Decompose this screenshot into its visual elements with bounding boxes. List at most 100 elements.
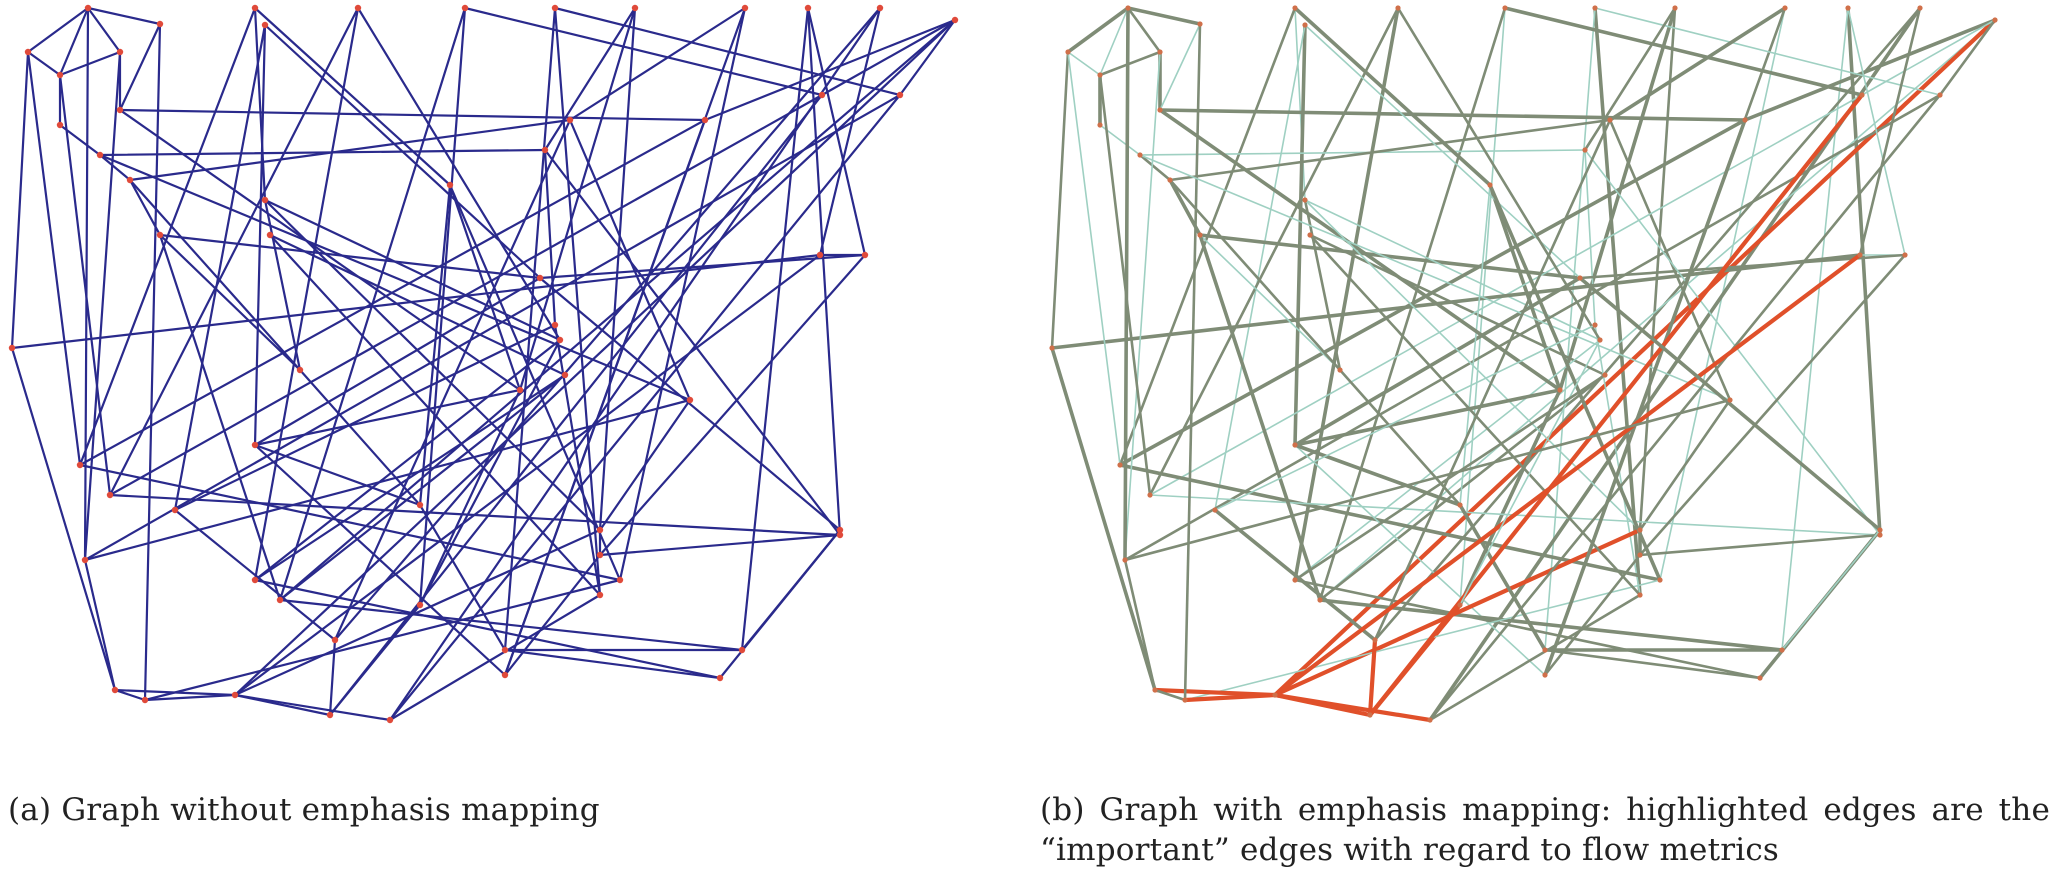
graph-edge <box>253 276 542 447</box>
graph-edge <box>1050 253 1862 350</box>
graph-node <box>501 646 509 654</box>
graph-node <box>261 21 269 29</box>
graph-edge <box>1847 7 1906 256</box>
graph-node <box>551 4 559 12</box>
graph-edge <box>1308 233 1642 597</box>
graph-edge <box>388 593 602 722</box>
graph-edge <box>143 693 237 702</box>
graph-node <box>1592 5 1598 11</box>
graph-edge <box>158 233 282 602</box>
graph-node <box>116 106 124 114</box>
graph-edge <box>173 508 337 642</box>
graph-edge <box>158 233 542 280</box>
graph-edge <box>1293 578 1762 680</box>
graph-edge <box>1168 178 1342 372</box>
graph-edge <box>1293 6 1400 582</box>
graph-edge <box>418 503 507 652</box>
graph-edge <box>263 198 302 372</box>
graph-edge <box>83 398 692 562</box>
graph-edge <box>1293 373 1607 582</box>
graph-edge <box>1938 18 1997 97</box>
graph-node <box>596 591 604 599</box>
graph-node <box>566 116 574 124</box>
graph-edge <box>83 50 122 562</box>
graph-edge <box>253 338 562 582</box>
graph-edge <box>268 233 567 377</box>
graph-edge <box>58 73 112 497</box>
graph-edge <box>113 688 237 697</box>
graph-node <box>276 596 284 604</box>
graph-node <box>1637 527 1643 533</box>
graph-node <box>1122 557 1128 563</box>
graph-edge <box>1118 463 1662 582</box>
graph-edge <box>1213 508 1377 642</box>
graph-node <box>596 551 604 559</box>
graph-node <box>1779 647 1785 653</box>
graph-edge <box>1126 6 1162 54</box>
graph-edge <box>1293 443 1462 507</box>
graph-edge <box>268 233 602 597</box>
graph-node <box>876 4 884 12</box>
graph-edge <box>253 6 267 202</box>
graph-node <box>541 146 549 154</box>
graph-edge <box>553 6 602 597</box>
graph-edge <box>233 693 392 722</box>
graph-edge <box>503 553 602 677</box>
graph-edge <box>98 148 547 157</box>
graph-edge <box>1743 18 1997 122</box>
graph-edge <box>1319 19 1996 601</box>
graph-edge <box>118 108 707 122</box>
graph-edge <box>233 253 822 697</box>
graph-node <box>1757 675 1763 681</box>
graph-node <box>1395 5 1401 11</box>
graph-node <box>1292 442 1298 448</box>
graph-edge <box>418 388 522 607</box>
graph-node <box>561 371 569 379</box>
graph-node <box>816 251 824 259</box>
graph-node <box>24 48 32 56</box>
graph-node <box>354 4 362 12</box>
graph-edge <box>448 183 522 392</box>
graph-edge <box>1123 6 1130 562</box>
graph-node <box>8 344 16 352</box>
graph-edge <box>1367 92 1865 718</box>
graph-edge <box>1858 6 1922 257</box>
graph-node <box>266 231 274 239</box>
graph-node <box>1577 275 1583 281</box>
graph-edge <box>143 578 622 702</box>
graph-edge <box>1066 6 1130 54</box>
graph-edge <box>1503 6 1864 97</box>
graph-node <box>1049 345 1055 351</box>
graph-edge <box>253 6 452 187</box>
graph-node <box>686 396 694 404</box>
graph-node <box>1672 5 1678 11</box>
graph-edge <box>1198 233 1322 602</box>
graph-edge <box>598 253 867 557</box>
graph-node <box>1367 712 1373 718</box>
graph-node <box>861 251 869 259</box>
graph-edge <box>1098 73 1152 497</box>
graph-node <box>738 646 746 654</box>
graph-node <box>251 576 259 584</box>
graph-node <box>616 576 624 584</box>
graph-edge <box>1543 553 1642 677</box>
graph-edge <box>1594 324 1641 596</box>
graph-edge <box>1293 388 1562 447</box>
graph-node <box>156 20 164 28</box>
graph-edge <box>1488 183 1562 392</box>
graph-edge <box>253 23 267 447</box>
graph-node <box>331 636 339 644</box>
graph-edge <box>253 388 522 447</box>
graph-edge <box>1098 50 1162 77</box>
graph-node <box>1845 5 1851 11</box>
graph-node <box>1727 397 1733 403</box>
graph-edge <box>1428 93 1942 722</box>
graph-node <box>446 181 454 189</box>
graph-node <box>1317 597 1323 603</box>
graph-edge <box>418 338 562 607</box>
graph-edge <box>26 50 62 77</box>
graph-edge <box>1124 51 1161 561</box>
graph-edge <box>143 22 162 702</box>
graph-edge <box>1123 93 1942 562</box>
graph-node <box>1582 147 1588 153</box>
